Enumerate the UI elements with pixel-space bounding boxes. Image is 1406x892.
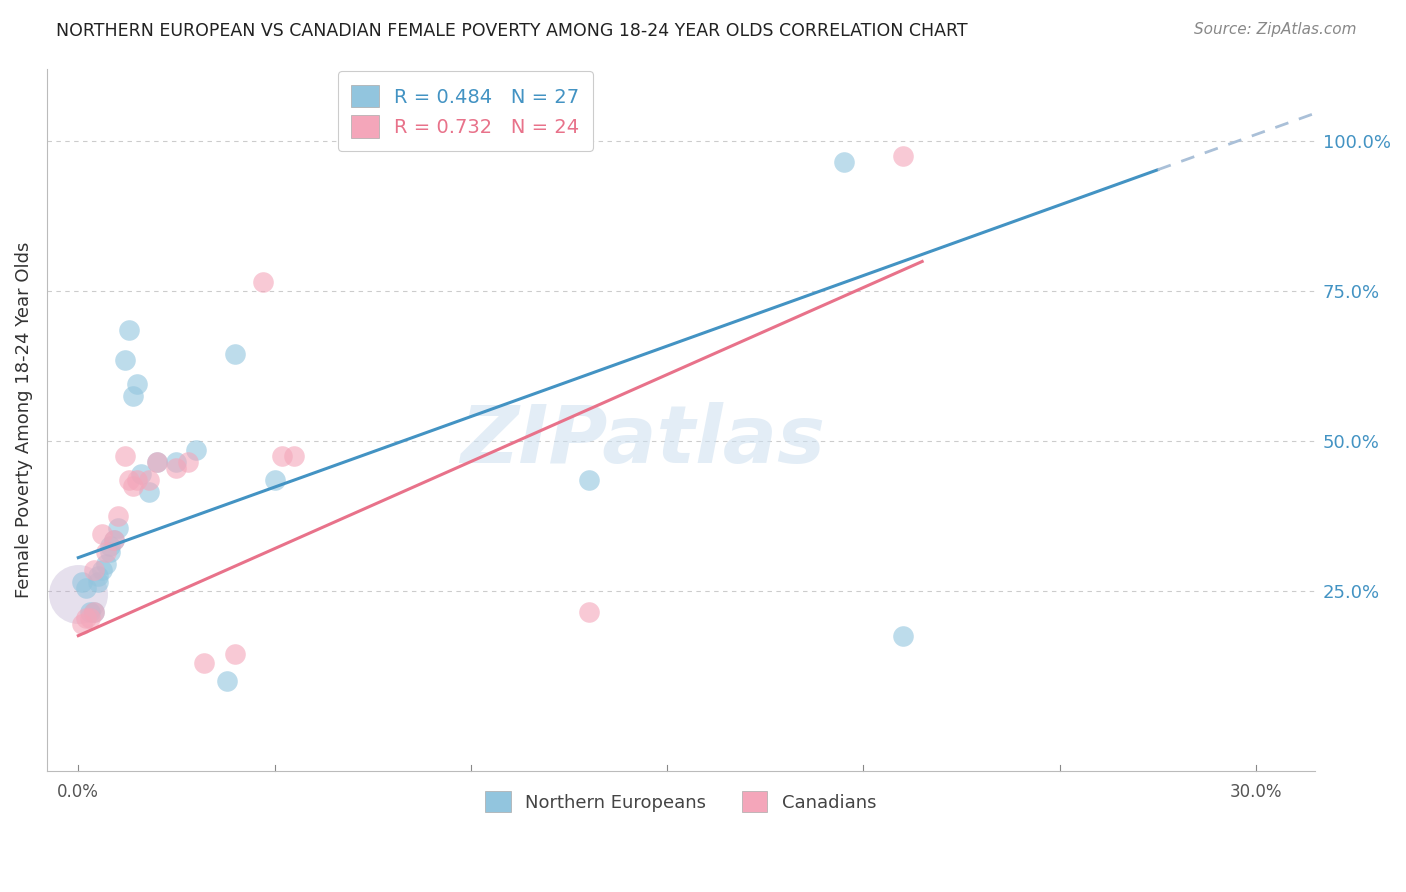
Point: [98, 539, 121, 553]
Point: [165, 460, 187, 475]
Point: [87, 568, 110, 582]
Point: [70, 616, 93, 631]
Point: [263, 473, 285, 487]
Point: [122, 478, 145, 492]
Text: Source: ZipAtlas.com: Source: ZipAtlas.com: [1194, 22, 1357, 37]
Text: ZIPatlas: ZIPatlas: [460, 401, 825, 480]
Point: [891, 148, 914, 162]
Point: [118, 473, 141, 487]
Y-axis label: Female Poverty Among 18-24 Year Olds: Female Poverty Among 18-24 Year Olds: [15, 242, 32, 598]
Point: [79, 610, 101, 624]
Point: [271, 449, 294, 463]
Point: [146, 455, 169, 469]
Point: [138, 484, 160, 499]
Point: [129, 467, 152, 481]
Point: [87, 574, 110, 589]
Point: [94, 557, 117, 571]
Point: [90, 563, 112, 577]
Point: [217, 673, 239, 688]
Point: [98, 544, 121, 558]
Point: [83, 563, 105, 577]
Point: [146, 455, 169, 469]
Point: [127, 473, 149, 487]
Point: [122, 388, 145, 402]
Point: [75, 610, 97, 624]
Point: [891, 629, 914, 643]
Point: [67, 587, 90, 601]
Point: [165, 455, 187, 469]
Text: NORTHERN EUROPEAN VS CANADIAN FEMALE POVERTY AMONG 18-24 YEAR OLDS CORRELATION C: NORTHERN EUROPEAN VS CANADIAN FEMALE POV…: [56, 22, 967, 40]
Point: [832, 154, 855, 169]
Text: 0.0%: 0.0%: [58, 782, 100, 801]
Point: [138, 473, 160, 487]
Point: [283, 449, 305, 463]
Point: [103, 533, 125, 547]
Point: [127, 376, 149, 391]
Point: [114, 449, 136, 463]
Point: [193, 656, 215, 670]
Point: [107, 508, 129, 523]
Point: [70, 574, 93, 589]
Point: [107, 521, 129, 535]
Text: 30.0%: 30.0%: [1229, 782, 1282, 801]
Point: [90, 526, 112, 541]
Point: [75, 581, 97, 595]
Point: [83, 605, 105, 619]
Legend: Northern Europeans, Canadians: Northern Europeans, Canadians: [472, 779, 889, 825]
Point: [177, 455, 200, 469]
Point: [103, 533, 125, 547]
Point: [83, 605, 105, 619]
Point: [578, 473, 600, 487]
Point: [578, 605, 600, 619]
Point: [224, 346, 246, 360]
Point: [224, 647, 246, 661]
Point: [184, 442, 207, 457]
Point: [118, 322, 141, 336]
Point: [252, 275, 274, 289]
Point: [79, 605, 101, 619]
Point: [114, 352, 136, 367]
Point: [94, 544, 117, 558]
